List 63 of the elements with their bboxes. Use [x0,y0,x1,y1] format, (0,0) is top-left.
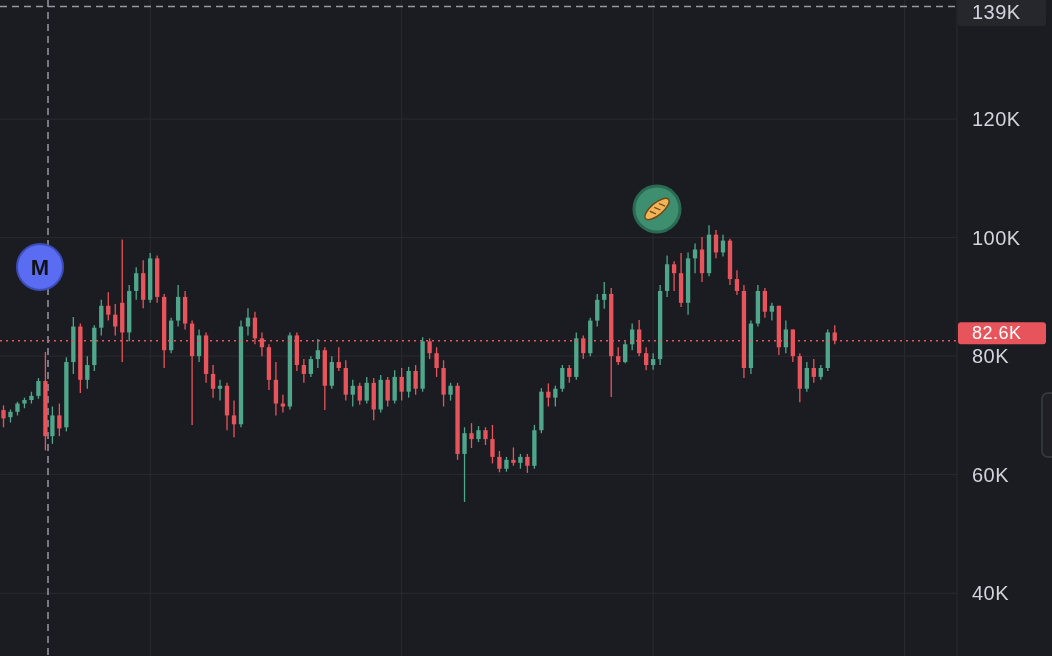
candlestick [273,361,279,417]
candlestick [595,293,600,328]
candlestick [336,346,341,372]
candlestick [57,402,62,437]
y-tick-label: 40K [972,582,1010,605]
candlestick [699,236,705,283]
candlestick [357,382,362,406]
candlestick [434,346,439,378]
candlestick [175,284,181,328]
ref-line-label: 139K [972,1,1021,23]
y-tick-label: 100K [972,226,1021,249]
candlestick [399,367,404,402]
candlestick [385,376,390,408]
candlestick [462,426,467,503]
candlestick [623,340,628,364]
ref-line-label: 82.6K [972,323,1022,344]
candlestick [217,379,223,402]
candlestick [734,269,740,296]
candlestick [85,355,90,390]
candlestick [106,291,111,322]
candlestick [560,364,565,393]
y-tick-label: 80K [972,345,1010,368]
candlestick [811,358,816,384]
candlestick [36,377,41,400]
candlestick [546,382,551,408]
candlestick [497,450,502,473]
candlestick [511,446,516,467]
candlestick [99,299,104,337]
candlestick [231,399,237,438]
candlestick [196,328,202,363]
candlestick [525,453,530,474]
candlestick [280,394,286,414]
candlestick [392,369,397,405]
candlestick [50,405,55,445]
candlestick [671,260,677,292]
candlestick [490,424,495,465]
candlestick [762,287,768,319]
candlestick [364,376,369,405]
candlestick [301,358,307,384]
candlestick [315,338,320,369]
candlestick [783,319,789,354]
candlestick [350,379,355,408]
candlestick [113,303,118,337]
candlestick [329,355,334,390]
candlestick [1,404,6,428]
y-tick-label: 120K [972,108,1021,131]
candlestick [134,266,139,301]
candlestick [308,355,314,378]
candlestick [245,307,251,337]
candlestick [602,281,607,310]
y-tick-label: 60K [972,463,1010,486]
candlestick [804,361,809,393]
candlestick [469,422,474,449]
candlestick [210,364,216,399]
annotation: M [30,254,50,280]
candlestick [643,346,649,372]
candlestick [769,302,775,322]
candlestick [650,352,656,371]
candlestick [630,322,635,351]
candlestick [692,242,698,274]
candlestick [406,366,411,399]
candlestick [413,364,418,396]
candlestick [553,385,558,408]
